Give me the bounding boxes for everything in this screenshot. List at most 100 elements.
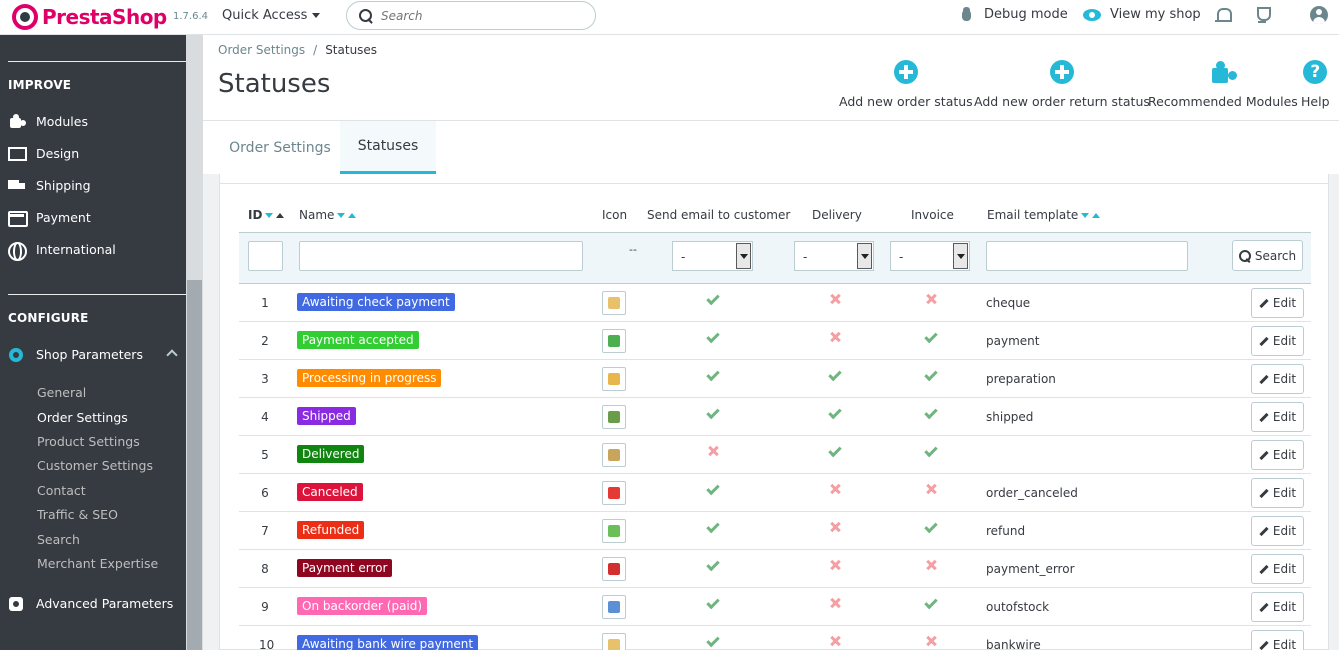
check-icon-delivery[interactable]: [828, 443, 842, 458]
table-row[interactable]: 9 On backorder (paid) outofstock Edit: [239, 588, 1311, 626]
sidebar-item-international[interactable]: International: [8, 242, 186, 261]
sidebar-item-payment[interactable]: Payment: [8, 210, 186, 227]
sidebar-item-advanced-parameters[interactable]: Advanced Parameters: [8, 596, 186, 611]
edit-button[interactable]: Edit: [1251, 326, 1304, 356]
column-header-invoice: Invoice: [911, 208, 954, 222]
edit-button[interactable]: Edit: [1251, 554, 1304, 584]
tab-order-settings[interactable]: Order Settings: [229, 139, 331, 156]
sidebar-subitem-merchant-expertise[interactable]: Merchant Expertise: [37, 556, 159, 571]
check-icon-invoice[interactable]: [924, 443, 938, 458]
cross-icon-invoice[interactable]: [926, 636, 936, 646]
sidebar-item-shipping[interactable]: Shipping: [8, 178, 186, 193]
sidebar-subitem-product-settings[interactable]: Product Settings: [37, 434, 140, 449]
check-icon-delivery[interactable]: [828, 405, 842, 420]
check-icon-invoice[interactable]: [924, 367, 938, 382]
sidebar-subitem-general[interactable]: General: [37, 385, 87, 400]
column-header-email-template[interactable]: Email template: [987, 208, 1101, 222]
cross-icon-delivery[interactable]: [830, 560, 840, 570]
sidebar-item-shop-parameters[interactable]: Shop Parameters: [8, 347, 186, 362]
edit-button[interactable]: Edit: [1251, 440, 1304, 470]
cross-icon-delivery[interactable]: [830, 484, 840, 494]
table-row[interactable]: 4 Shipped shipped Edit: [239, 398, 1311, 436]
edit-button[interactable]: Edit: [1251, 288, 1304, 318]
view-shop-link[interactable]: View my shop: [1083, 7, 1201, 22]
sidebar-subitem-traffic-seo[interactable]: Traffic & SEO: [37, 507, 118, 522]
sort-asc-icon[interactable]: [276, 212, 285, 218]
filter-email-template-input[interactable]: [986, 241, 1188, 271]
sidebar-item-modules[interactable]: Modules: [8, 114, 186, 129]
filter-search-button[interactable]: Search: [1232, 240, 1303, 271]
edit-button[interactable]: Edit: [1251, 592, 1304, 622]
cross-icon-delivery[interactable]: [830, 598, 840, 608]
quick-access-dropdown[interactable]: Quick Access: [222, 8, 321, 23]
column-header-name[interactable]: Name: [299, 208, 357, 222]
check-icon-invoice[interactable]: [924, 519, 938, 534]
check-icon-send-email[interactable]: [706, 481, 720, 496]
cross-icon-delivery[interactable]: [830, 636, 840, 646]
check-icon-send-email[interactable]: [706, 291, 720, 306]
check-icon-invoice[interactable]: [924, 329, 938, 344]
cross-icon-invoice[interactable]: [926, 560, 936, 570]
edit-button[interactable]: Edit: [1251, 630, 1304, 650]
search-input[interactable]: [381, 8, 571, 23]
add-order-status-button[interactable]: Add new order status: [839, 60, 973, 109]
sidebar-subitem-contact[interactable]: Contact: [37, 483, 86, 498]
table-row[interactable]: 10 Awaiting bank wire payment bankwire Edit: [239, 626, 1311, 650]
sort-desc-icon[interactable]: [1081, 212, 1090, 218]
cross-icon-delivery[interactable]: [830, 332, 840, 342]
table-row[interactable]: 3 Processing in progress preparation Edit: [239, 360, 1311, 398]
check-icon-send-email[interactable]: [706, 519, 720, 534]
add-return-status-button[interactable]: Add new order return status: [974, 60, 1150, 109]
sidebar-subitem-customer-settings[interactable]: Customer Settings: [37, 458, 153, 473]
user-account-icon[interactable]: [1310, 6, 1328, 24]
tab-statuses[interactable]: Statuses: [340, 121, 436, 174]
table-row[interactable]: 7 Refunded refund Edit: [239, 512, 1311, 550]
header-search[interactable]: [346, 1, 596, 30]
sidebar-subitem-order-settings[interactable]: Order Settings: [37, 410, 128, 425]
cross-icon-invoice[interactable]: [926, 294, 936, 304]
breadcrumb-order-settings[interactable]: Order Settings: [218, 43, 306, 57]
check-icon-send-email[interactable]: [706, 405, 720, 420]
sort-asc-icon[interactable]: [1092, 212, 1101, 218]
debug-mode-link[interactable]: Debug mode: [960, 7, 1068, 22]
table-row[interactable]: 1 Awaiting check payment cheque Edit: [239, 284, 1311, 322]
filter-name-input[interactable]: [299, 241, 583, 271]
cross-icon-send-email[interactable]: [708, 446, 718, 456]
filter-send-email-select[interactable]: -: [672, 241, 753, 271]
table-row[interactable]: 5 Delivered Edit: [239, 436, 1311, 474]
check-icon-invoice[interactable]: [924, 595, 938, 610]
filter-delivery-select[interactable]: -: [794, 241, 874, 271]
cross-icon-delivery[interactable]: [830, 294, 840, 304]
check-icon-send-email[interactable]: [706, 557, 720, 572]
help-button[interactable]: ? Help: [1301, 60, 1330, 109]
check-icon-delivery[interactable]: [828, 367, 842, 382]
edit-button[interactable]: Edit: [1251, 478, 1304, 508]
check-icon-send-email[interactable]: [706, 329, 720, 344]
trophy-icon[interactable]: [1253, 6, 1271, 24]
check-icon-send-email[interactable]: [706, 367, 720, 382]
table-row[interactable]: 6 Canceled order_canceled Edit: [239, 474, 1311, 512]
edit-button[interactable]: Edit: [1251, 516, 1304, 546]
recommended-modules-button[interactable]: Recommended Modules: [1148, 60, 1298, 109]
sort-desc-icon[interactable]: [337, 212, 346, 218]
sort-desc-icon[interactable]: [265, 212, 274, 218]
check-icon-invoice[interactable]: [924, 405, 938, 420]
filter-id-input[interactable]: [248, 241, 283, 271]
prestashop-logo[interactable]: PrestaShop: [12, 4, 167, 30]
edit-button[interactable]: Edit: [1251, 364, 1304, 394]
sort-asc-icon[interactable]: [348, 212, 357, 218]
table-row[interactable]: 2 Payment accepted payment Edit: [239, 322, 1311, 360]
sidebar-item-design[interactable]: Design: [8, 146, 186, 161]
search-icon[interactable]: [359, 8, 373, 23]
table-row[interactable]: 8 Payment error payment_error Edit: [239, 550, 1311, 588]
check-icon-send-email[interactable]: [706, 633, 720, 648]
sidebar-scrollbar-thumb[interactable]: [187, 280, 202, 650]
edit-button[interactable]: Edit: [1251, 402, 1304, 432]
check-icon-send-email[interactable]: [706, 595, 720, 610]
filter-invoice-select[interactable]: -: [890, 241, 970, 271]
sidebar-subitem-search[interactable]: Search: [37, 532, 80, 547]
notifications-bell-icon[interactable]: [1215, 7, 1232, 24]
column-header-id[interactable]: ID: [248, 208, 285, 222]
cross-icon-delivery[interactable]: [830, 522, 840, 532]
cross-icon-invoice[interactable]: [926, 484, 936, 494]
